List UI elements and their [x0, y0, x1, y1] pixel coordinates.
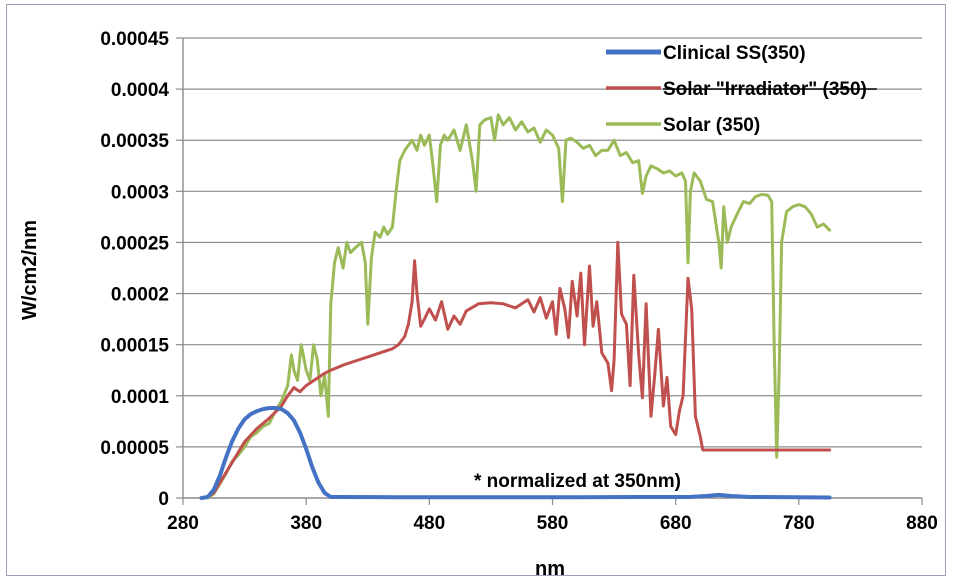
y-tick-label: 0.0001	[111, 387, 170, 408]
x-tick-label: 580	[537, 513, 569, 534]
x-tick-label: 280	[167, 513, 199, 534]
x-tick-label: 780	[783, 513, 815, 534]
x-tick-label: 880	[906, 513, 938, 534]
x-tick-label: 480	[413, 513, 445, 534]
y-tick-label: 0	[158, 489, 169, 510]
x-axis-title: nm	[535, 558, 565, 580]
legend-label: Solar (350)	[663, 115, 760, 136]
series-line-1	[200, 240, 832, 500]
series-layer	[199, 113, 832, 500]
y-tick-label: 0.00045	[100, 29, 169, 50]
series-line-2	[206, 113, 832, 500]
gridlines	[176, 37, 923, 505]
y-tick-label: 0.00025	[100, 233, 169, 254]
chart-frame	[6, 4, 946, 576]
legend-label: Clinical SS(350)	[663, 43, 806, 64]
y-tick-label: 0.0002	[111, 285, 169, 306]
normalization-note: * normalized at 350nm)	[474, 471, 681, 492]
y-tick-label: 0.00005	[100, 438, 169, 459]
series-line-0	[199, 406, 832, 500]
y-axis-title: W/cm2/nm	[19, 220, 41, 320]
y-tick-label: 0.0003	[111, 182, 169, 203]
y-tick-labels: 0 0.00005 0.0001 0.00015 0.0002 0.00025 0.0003…	[100, 29, 169, 510]
y-tick-label: 0.00015	[100, 336, 169, 357]
x-tick-label: 380	[290, 513, 322, 534]
y-tick-label: 0.00035	[100, 131, 169, 152]
y-tick-label: 0.0004	[111, 80, 170, 101]
legend: Clinical SS(350)Solar "Irradiator" (350)…	[606, 43, 877, 136]
x-tick-labels: 280 380 480 580 680 780 880	[167, 513, 938, 534]
x-tick-label: 680	[660, 513, 692, 534]
